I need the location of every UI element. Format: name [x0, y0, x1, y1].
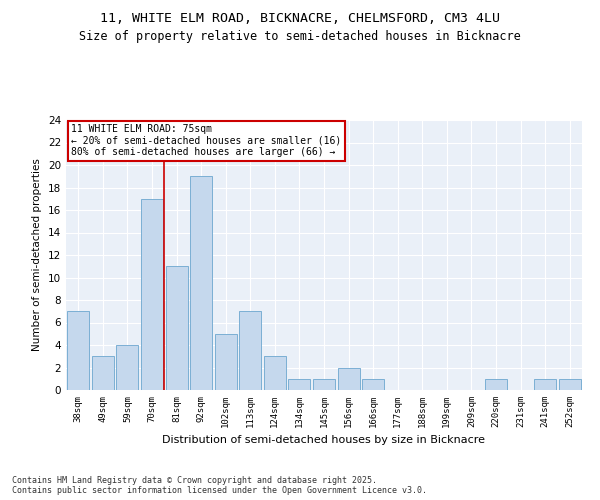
Bar	[116, 345, 139, 390]
Bar	[485, 379, 507, 390]
Bar	[67, 311, 89, 390]
Bar	[362, 379, 384, 390]
Bar	[215, 334, 237, 390]
Bar	[264, 356, 286, 390]
Text: 11, WHITE ELM ROAD, BICKNACRE, CHELMSFORD, CM3 4LU: 11, WHITE ELM ROAD, BICKNACRE, CHELMSFOR…	[100, 12, 500, 26]
Bar	[92, 356, 114, 390]
Bar	[166, 266, 188, 390]
Bar	[338, 368, 359, 390]
Bar	[239, 311, 262, 390]
Bar	[190, 176, 212, 390]
Y-axis label: Number of semi-detached properties: Number of semi-detached properties	[32, 158, 43, 352]
Bar	[559, 379, 581, 390]
Bar	[534, 379, 556, 390]
Bar	[141, 198, 163, 390]
Bar	[313, 379, 335, 390]
Text: Size of property relative to semi-detached houses in Bicknacre: Size of property relative to semi-detach…	[79, 30, 521, 43]
Text: 11 WHITE ELM ROAD: 75sqm
← 20% of semi-detached houses are smaller (16)
80% of s: 11 WHITE ELM ROAD: 75sqm ← 20% of semi-d…	[71, 124, 341, 157]
Text: Contains HM Land Registry data © Crown copyright and database right 2025.
Contai: Contains HM Land Registry data © Crown c…	[12, 476, 427, 495]
X-axis label: Distribution of semi-detached houses by size in Bicknacre: Distribution of semi-detached houses by …	[163, 436, 485, 446]
Bar	[289, 379, 310, 390]
